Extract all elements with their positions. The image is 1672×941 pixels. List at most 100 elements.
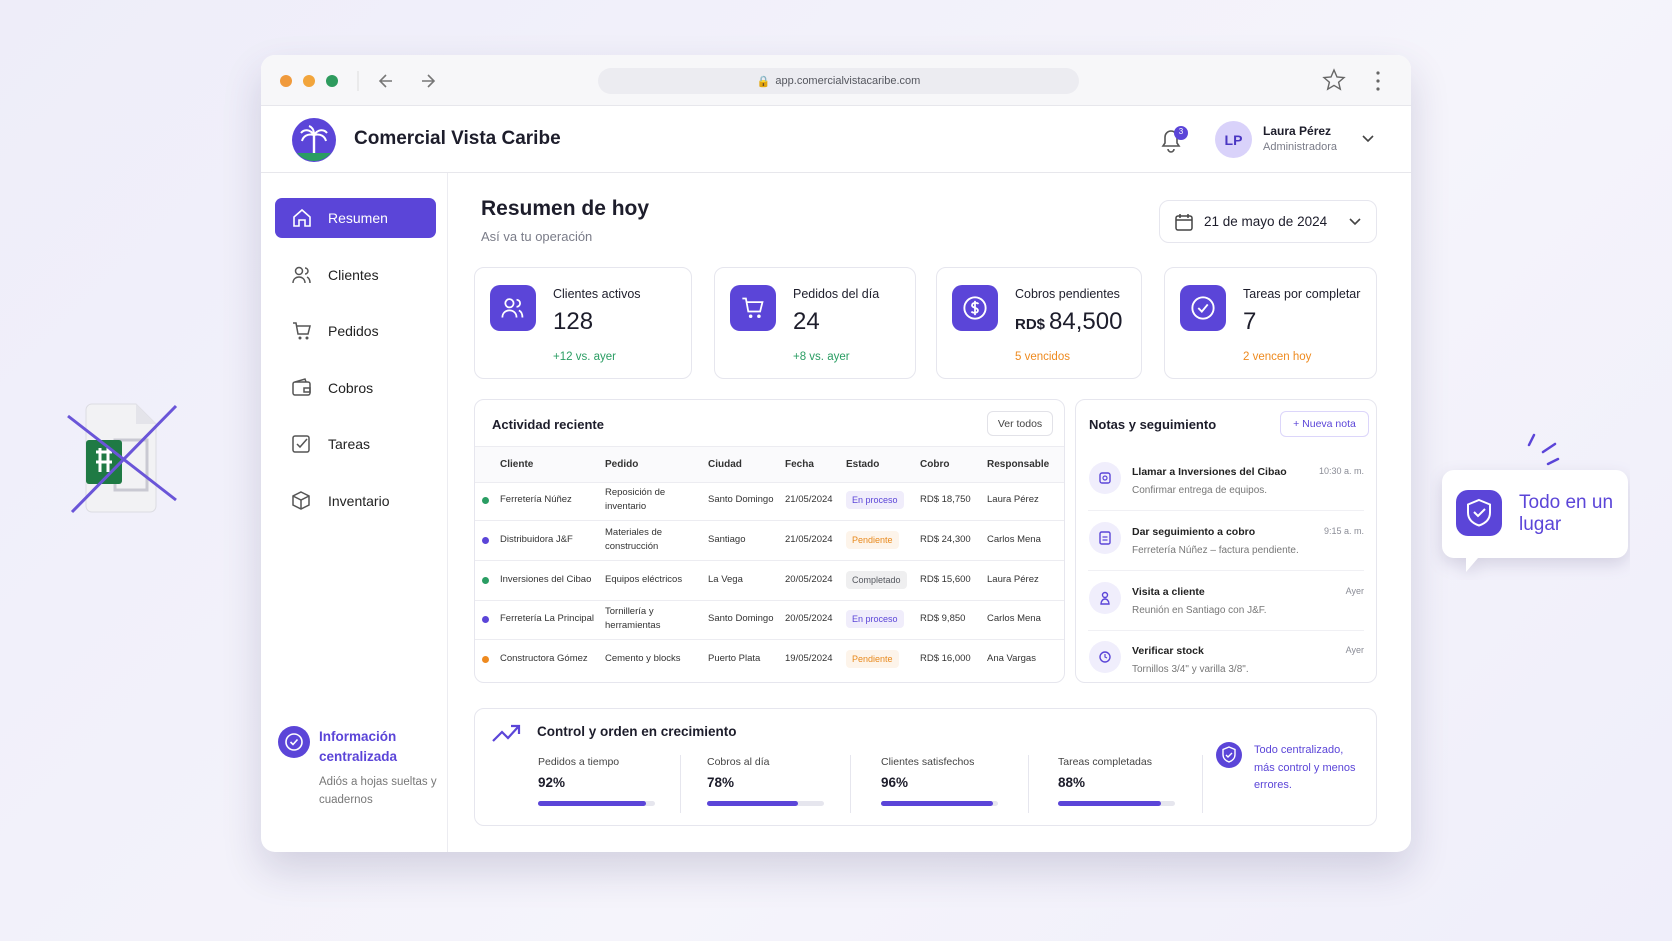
nav-item[interactable]: Tareas: [275, 424, 436, 464]
user-name: Laura Pérez: [1263, 124, 1332, 138]
info-text: Adiós a hojas sueltas y cuadernos: [319, 776, 437, 807]
table-cell: 21/05/2024: [785, 534, 833, 546]
note-time: Ayer: [1345, 645, 1364, 655]
table-cell: Santo Domingo: [708, 613, 774, 625]
note-divider: [1088, 630, 1364, 631]
metric-label: Tareas completadas: [1058, 756, 1152, 768]
stat-number: 84,500: [1049, 308, 1123, 335]
table-cell: RD$ 9,850: [920, 613, 966, 625]
stat-card: Pedidos del día 24 +8 vs. ayer: [714, 267, 916, 379]
nav-item[interactable]: Pedidos: [275, 311, 436, 351]
column-header: Cliente: [500, 459, 534, 470]
nav-item[interactable]: Inventario: [275, 481, 436, 521]
column-header: Cobro: [920, 459, 950, 470]
toolbar-icons[interactable]: [1321, 65, 1391, 97]
table-header-bg: [475, 446, 1064, 483]
calendar-icon: [1175, 213, 1193, 231]
notification-count: 3: [1178, 127, 1184, 136]
browser-toolbar: 🔒 app.comercialvistacaribe.com: [261, 55, 1411, 106]
nav-item[interactable]: Resumen: [275, 198, 436, 238]
nav-item[interactable]: Clientes: [275, 255, 436, 295]
callout-bubble: [1442, 433, 1628, 572]
url-bar[interactable]: 🔒 app.comercialvistacaribe.com: [598, 68, 1079, 94]
note-icon: [1089, 582, 1121, 614]
note-text: Ferretería Núñez – factura pendiente.: [1132, 545, 1299, 556]
note-text: Confirmar entrega de equipos.: [1132, 485, 1268, 496]
note-divider: [1088, 510, 1364, 511]
table-cell: Laura Pérez: [987, 574, 1039, 586]
brand-name: Comercial Vista Caribe: [354, 128, 561, 149]
window-controls: [280, 71, 436, 91]
note-icon: [1089, 522, 1121, 554]
growth-note: Todo centralizado, más control y menos e…: [1254, 744, 1356, 792]
row-divider: [475, 520, 1064, 521]
metric-bar: [538, 801, 646, 806]
note-time: 9:15 a. m.: [1323, 526, 1364, 536]
note-title: Llamar a Inversiones del Cibao: [1132, 466, 1287, 478]
stat-label: Tareas por completar: [1243, 287, 1361, 301]
stat-number: 7: [1243, 308, 1257, 335]
new-note-button[interactable]: + Nueva nota: [1280, 411, 1369, 437]
table-cell: Equipos eléctricos: [605, 574, 683, 586]
column-header: Estado: [846, 459, 880, 470]
nav-icon: [291, 320, 313, 342]
stat-number: 24: [793, 308, 820, 335]
notes-title: Notas y seguimiento: [1089, 417, 1217, 432]
notes-card: Notas y seguimiento + Nueva nota Llamar …: [1075, 399, 1377, 683]
stat-currency: RD$: [1015, 316, 1046, 333]
status-badge: En proceso: [846, 610, 904, 628]
avatar[interactable]: LP: [1215, 121, 1252, 158]
stat-card: Tareas por completar 7 2 vencen hoy: [1164, 267, 1377, 379]
table-cell: Laura Pérez: [987, 494, 1039, 506]
table-cell: RD$ 15,600: [920, 574, 971, 586]
table-cell: Materiales de construcción: [605, 527, 663, 552]
metric-bar: [707, 801, 799, 806]
table-cell: Cemento y blocks: [605, 653, 681, 665]
metric-label: Pedidos a tiempo: [538, 756, 620, 768]
stat-number: 128: [553, 308, 594, 335]
notification-bell[interactable]: [1157, 124, 1191, 156]
table-cell: 21/05/2024: [785, 494, 833, 506]
row-divider: [475, 600, 1064, 601]
metric-divider: [850, 755, 851, 813]
status-badge: Pendiente: [846, 531, 899, 549]
status-badge: Completado: [846, 571, 907, 589]
note-title: Dar seguimiento a cobro: [1132, 526, 1256, 538]
shield-icon: [1216, 742, 1242, 768]
nav-icon: [291, 377, 313, 399]
metric-divider: [680, 755, 681, 813]
stat-label: Clientes activos: [553, 287, 641, 301]
stat-note: 2 vencen hoy: [1243, 351, 1312, 363]
status-badge: En proceso: [846, 491, 904, 509]
table-cell: La Vega: [708, 574, 743, 586]
status-dot: [482, 577, 489, 584]
metric-value: 92%: [538, 775, 566, 790]
table-cell: 19/05/2024: [785, 653, 833, 665]
growth-icon: [492, 724, 521, 742]
table-cell: Santiago: [708, 534, 746, 546]
metric-divider: [1202, 755, 1203, 813]
stat-label: Pedidos del día: [793, 287, 880, 301]
table-cell: Inversiones del Cibao: [500, 574, 592, 586]
nav-label: Pedidos: [328, 323, 379, 339]
note-time: 10:30 a. m.: [1318, 466, 1364, 476]
column-header: Responsable: [987, 459, 1050, 470]
stat-card: Cobros pendientes RD$ 84,500 5 vencidos: [936, 267, 1142, 379]
date-picker[interactable]: 21 de mayo de 2024: [1159, 200, 1377, 243]
column-header: Ciudad: [708, 459, 742, 470]
table-cell: Tornillería y herramientas: [605, 606, 661, 631]
view-all-button[interactable]: Ver todos: [987, 411, 1053, 436]
user-role: Administradora: [1263, 141, 1337, 153]
stat-value: 128: [553, 308, 593, 336]
user-menu-toggle[interactable]: [1361, 134, 1375, 144]
table-cell: Carlos Mena: [987, 613, 1041, 625]
table-cell: Ferretería Núñez: [500, 494, 572, 506]
note-title: Visita a cliente: [1132, 586, 1205, 598]
row-divider: [475, 639, 1064, 640]
column-header: Pedido: [605, 459, 639, 470]
table-cell: RD$ 16,000: [920, 653, 971, 665]
metric-label: Clientes satisfechos: [881, 756, 975, 768]
browser-window: 🔒 app.comercialvistacaribe.com Comercial …: [261, 55, 1411, 852]
nav-item[interactable]: Cobros: [275, 368, 436, 408]
